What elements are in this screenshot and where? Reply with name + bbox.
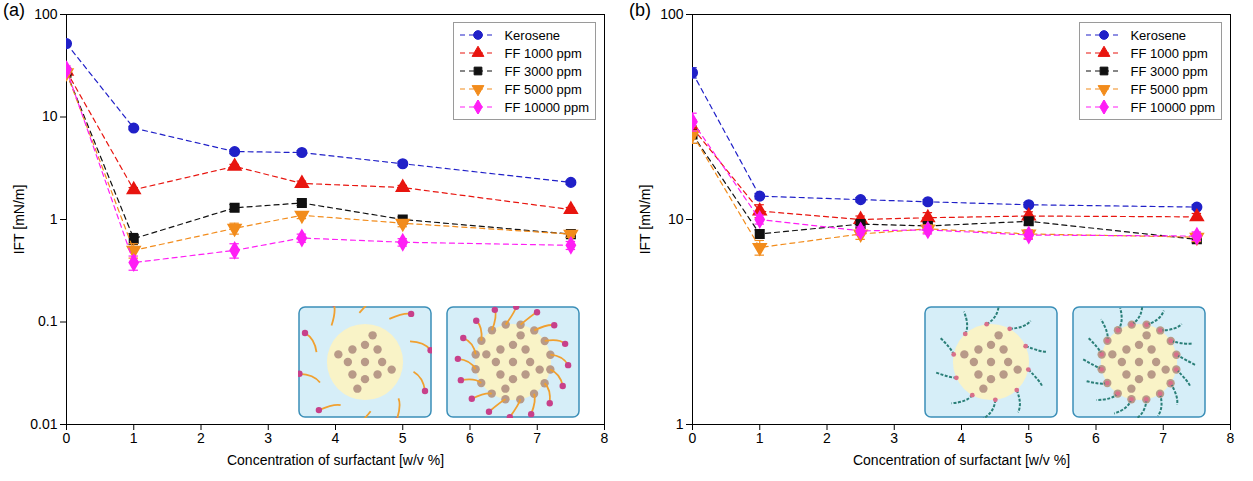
svg-text:1: 1 xyxy=(50,211,58,227)
svg-text:10: 10 xyxy=(668,211,684,227)
svg-text:6: 6 xyxy=(466,430,474,446)
html-text:FF 10000 ppm: FF 10000 ppm xyxy=(1130,99,1215,115)
html-text:FF 1000 ppm: FF 1000 ppm xyxy=(504,45,582,61)
svg-text:8: 8 xyxy=(1227,430,1235,446)
html-text:Kerosene: Kerosene xyxy=(504,27,561,43)
svg-text:7: 7 xyxy=(1159,430,1167,446)
svg-text:5: 5 xyxy=(1025,430,1033,446)
svg-text:1: 1 xyxy=(676,416,684,432)
svg-text:1: 1 xyxy=(130,430,138,446)
html-text:FF 3000 ppm: FF 3000 ppm xyxy=(1130,63,1208,79)
html-text:FF 10000 ppm: FF 10000 ppm xyxy=(504,99,589,115)
svg-text:6: 6 xyxy=(1092,430,1100,446)
svg-text:0.1: 0.1 xyxy=(38,313,58,329)
svg-text:3: 3 xyxy=(264,430,272,446)
html-text:(b): (b) xyxy=(629,0,651,20)
svg-text:8: 8 xyxy=(601,430,609,446)
svg-text:0: 0 xyxy=(689,430,697,446)
svg-text:10: 10 xyxy=(42,108,58,124)
html-text:FF 3000 ppm: FF 3000 ppm xyxy=(504,63,582,79)
svg-text:Concentration of surfactant [w: Concentration of surfactant [w/v %] xyxy=(227,452,444,468)
svg-text:1: 1 xyxy=(756,430,764,446)
svg-text:4: 4 xyxy=(332,430,340,446)
svg-text:4: 4 xyxy=(958,430,966,446)
html-text:FF 1000 ppm: FF 1000 ppm xyxy=(1130,45,1208,61)
svg-text:7: 7 xyxy=(533,430,541,446)
html-text:FF 5000 ppm: FF 5000 ppm xyxy=(504,81,582,97)
html-text:FF 5000 ppm: FF 5000 ppm xyxy=(1130,81,1208,97)
svg-text:3: 3 xyxy=(890,430,898,446)
svg-text:IFT [mN/m]: IFT [mN/m] xyxy=(637,185,653,255)
svg-text:2: 2 xyxy=(823,430,831,446)
svg-text:0: 0 xyxy=(63,430,71,446)
svg-text:0.01: 0.01 xyxy=(30,416,57,432)
svg-text:5: 5 xyxy=(399,430,407,446)
svg-text:100: 100 xyxy=(660,6,684,22)
html-text:Kerosene: Kerosene xyxy=(1130,27,1187,43)
svg-text:2: 2 xyxy=(197,430,205,446)
svg-text:IFT [mN/m]: IFT [mN/m] xyxy=(11,185,27,255)
html-text:(a): (a) xyxy=(3,0,25,20)
svg-text:100: 100 xyxy=(34,6,58,22)
svg-text:Concentration of surfactant [w: Concentration of surfactant [w/v %] xyxy=(853,452,1070,468)
